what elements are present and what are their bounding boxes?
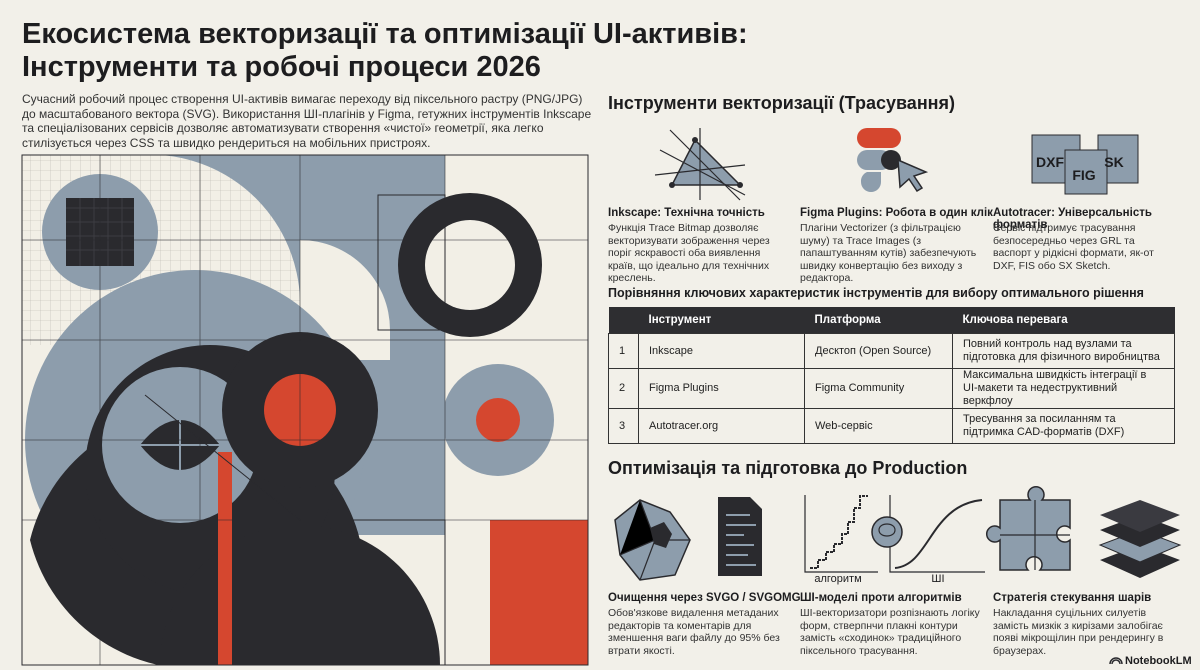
icon-label: FIG — [1072, 167, 1095, 183]
table-cell: 1 — [608, 333, 639, 369]
table-cell: Inkscape — [638, 333, 805, 369]
tool-title: Inkscape: Технічна точність — [608, 207, 765, 219]
table-cell: 3 — [608, 408, 639, 444]
layers-icon — [985, 485, 1182, 578]
table-cell: Максимальна швидкість інтеграції в UI-ма… — [952, 368, 1175, 409]
svgo-icon — [614, 497, 762, 581]
table-cell: Autotracer.org — [638, 408, 805, 444]
icon-label: алгоритм — [814, 573, 861, 585]
item-title: ШІ-моделі проти алгоритмів — [800, 592, 962, 604]
table-body: 1 Inkscape Десктоп (Open Source) Повний кон… — [608, 333, 1175, 444]
section-heading: Оптимізація та підготовка до Production — [608, 458, 968, 478]
table-cell: 2 — [608, 368, 639, 409]
header-cell: Ключова перевага — [952, 307, 1175, 334]
table-header: Інструмент Платформа Ключова перевага — [608, 307, 1175, 334]
table-cell: Тресування за посиланням та підтримка CA… — [952, 408, 1175, 444]
header-cell: Інструмент — [638, 307, 805, 334]
tool-description: Сервіс підтримує трасування безпосереднь… — [993, 222, 1154, 272]
footer-logo — [1109, 657, 1123, 665]
footer-brand: NotebookLM — [1125, 655, 1192, 667]
item-description: Обов'язкове видалення метаданих редактор… — [608, 607, 780, 657]
table-cell: Figma Community — [804, 368, 953, 409]
table-cell: Web-сервіс — [804, 408, 953, 444]
header-cell: Платформа — [804, 307, 953, 334]
table-cell: Figma Plugins — [638, 368, 805, 409]
icon-label: SK — [1104, 154, 1123, 170]
geometric-art — [22, 155, 588, 665]
item-description: Накладання суцільних силуетів замість ми… — [993, 607, 1164, 657]
table-row: 2 Figma Plugins Figma Community Максимальна… — [608, 368, 1175, 409]
table-row: 3 Autotracer.org Web-сервіс Тресування за п… — [608, 408, 1175, 444]
inkscape-icon — [654, 128, 746, 201]
ai-algorithm-icon: алгоритм ШІ — [804, 495, 985, 585]
icon-label: DXF — [1036, 154, 1064, 170]
title: Екосистема векторизації та оптимізації U… — [22, 18, 748, 84]
tool-title: Figma Plugins: Робота в один клік — [800, 207, 993, 219]
header-cell — [608, 307, 639, 334]
icon-label: ШІ — [931, 573, 944, 585]
tool-title: Autotracer: Універсальність форматів — [993, 207, 1152, 231]
table-cell: Повний контроль над вузлами та підготовк… — [952, 333, 1175, 369]
intro: Сучасний робочий процес створення UI-акт… — [22, 92, 592, 150]
table-heading: Порівняння ключових характеристик інстру… — [608, 286, 1144, 300]
table-row: 1 Inkscape Десктоп (Open Source) Повний кон… — [608, 333, 1175, 369]
item-title: Очищення через SVGO / SVGOMG — [608, 592, 801, 604]
section-heading: Інструменти векторизації (Трасування) — [608, 93, 956, 113]
title-line: Інструменти та робочі процеси 2026 — [22, 51, 541, 83]
item-title: Стратегія стекування шарів — [993, 592, 1152, 604]
item-description: ШІ-векторизатори розпізнають логіку форм… — [800, 607, 980, 657]
autotracer-icon: DXF FIG SK — [1031, 134, 1139, 195]
title-line: Екосистема векторизації та оптимізації U… — [22, 18, 748, 50]
tool-description: Плагіни Vectorizer (з фільтрацією шуму) … — [800, 222, 977, 284]
table-cell: Десктоп (Open Source) — [804, 333, 953, 369]
figma-icon — [857, 128, 929, 193]
tool-description: Функція Trace Bitmap дозволяє векторизув… — [608, 222, 770, 284]
